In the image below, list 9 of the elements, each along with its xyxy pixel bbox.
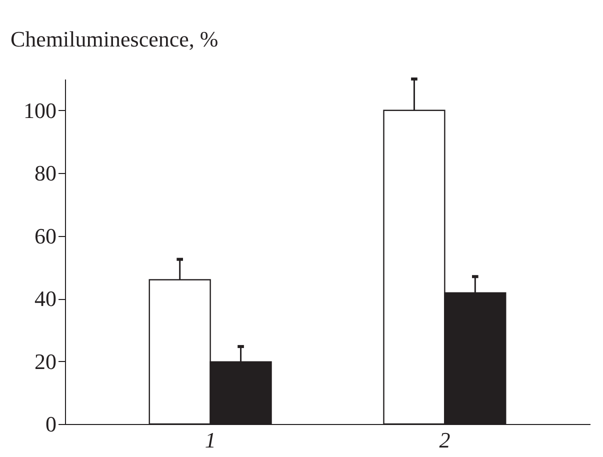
y-tick-label: 20 [34,348,56,374]
y-tick-label: 80 [34,160,56,186]
y-tick-label: 0 [46,412,56,436]
y-tick-label: 40 [34,286,56,312]
y-axis-title: Chemiluminescence, % [10,26,218,52]
x-tick-label: 2 [439,428,450,452]
y-tick-label: 100 [24,98,56,123]
y-tick-label: 60 [34,223,56,248]
x-tick-label: 1 [204,428,216,452]
